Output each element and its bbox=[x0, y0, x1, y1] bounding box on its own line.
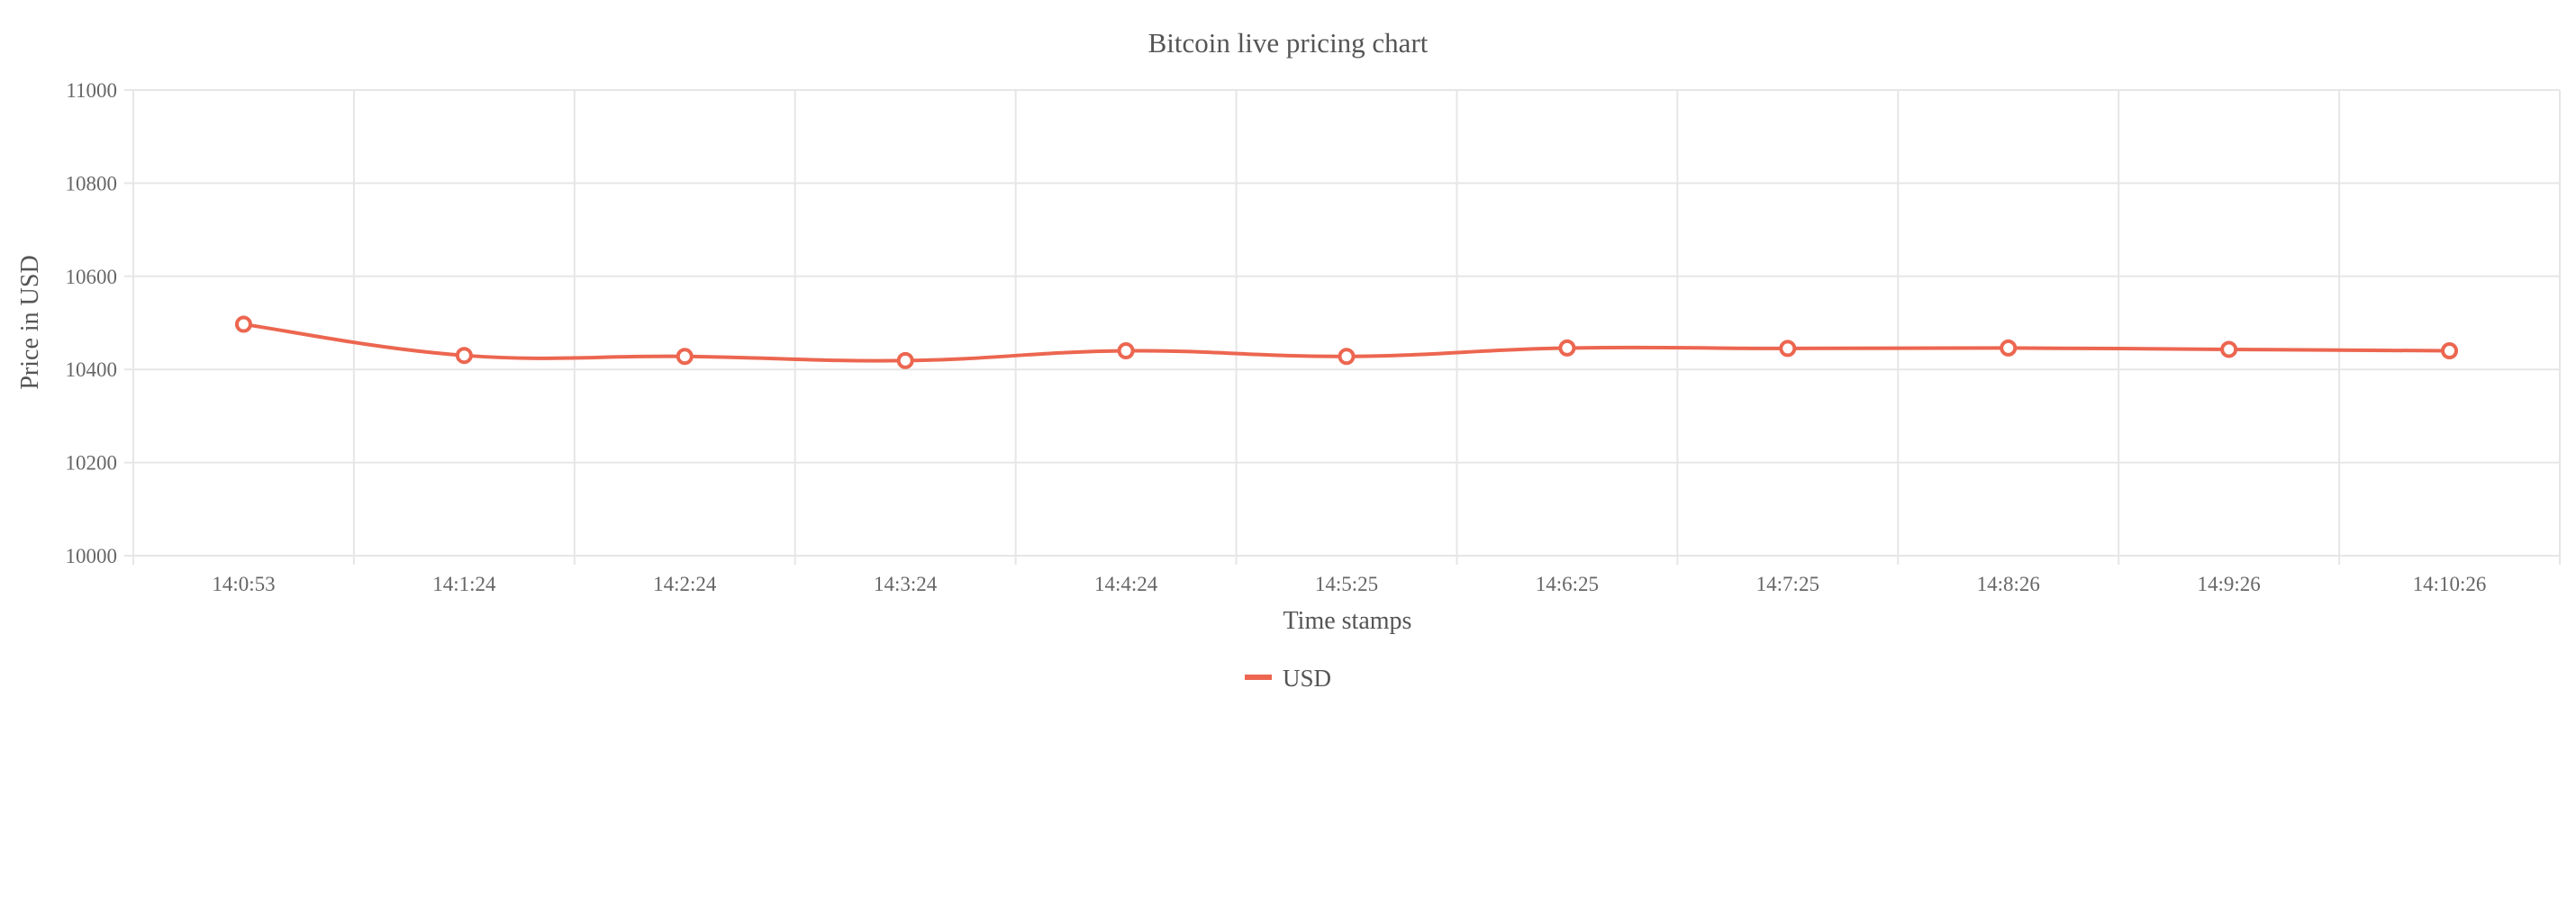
data-point[interactable] bbox=[455, 347, 473, 365]
legend-label-usd[interactable]: USD bbox=[1283, 665, 1331, 692]
data-point[interactable] bbox=[234, 315, 252, 333]
x-axis-ticks: 14:0:53 14:1:24 14:2:24 14:3:24 14:4:24 14:5:… bbox=[212, 573, 2486, 595]
data-point[interactable] bbox=[1117, 342, 1135, 360]
x-tick-label: 14:5:25 bbox=[1315, 573, 1378, 595]
grid bbox=[124, 89, 2561, 565]
data-point[interactable] bbox=[1338, 348, 1356, 366]
y-axis-ticks: 10000 10200 10400 10600 10800 11000 bbox=[66, 79, 118, 567]
x-tick-label: 14:0:53 bbox=[212, 573, 275, 595]
data-point[interactable] bbox=[1779, 340, 1797, 358]
data-point[interactable] bbox=[896, 351, 914, 369]
data-point[interactable] bbox=[2220, 340, 2238, 358]
x-tick-label: 14:4:24 bbox=[1094, 573, 1158, 595]
data-point[interactable] bbox=[1558, 339, 1576, 357]
y-tick-label: 10000 bbox=[66, 545, 118, 567]
x-tick-label: 14:10:26 bbox=[2413, 573, 2487, 595]
chart-title: Bitcoin live pricing chart bbox=[1148, 27, 1429, 59]
y-tick-label: 10600 bbox=[66, 266, 118, 288]
y-axis-label: Price in USD bbox=[16, 255, 44, 389]
x-tick-label: 14:9:26 bbox=[2197, 573, 2260, 595]
x-tick-label: 14:7:25 bbox=[1756, 573, 1819, 595]
legend[interactable]: USD bbox=[1245, 665, 1331, 692]
data-point[interactable] bbox=[2441, 342, 2459, 360]
x-tick-label: 14:6:25 bbox=[1536, 573, 1599, 595]
data-point[interactable] bbox=[2000, 339, 2018, 357]
x-tick-label: 14:1:24 bbox=[432, 573, 496, 595]
x-axis-label: Time stamps bbox=[1283, 607, 1412, 635]
y-tick-label: 10800 bbox=[66, 172, 118, 195]
y-tick-label: 10200 bbox=[66, 452, 118, 475]
data-point[interactable] bbox=[676, 348, 694, 366]
x-tick-label: 14:8:26 bbox=[1977, 573, 2040, 595]
y-tick-label: 10400 bbox=[66, 358, 118, 381]
x-tick-label: 14:2:24 bbox=[653, 573, 717, 595]
x-tick-label: 14:3:24 bbox=[874, 573, 938, 595]
y-tick-label: 11000 bbox=[66, 79, 117, 102]
series-usd bbox=[234, 315, 2459, 369]
